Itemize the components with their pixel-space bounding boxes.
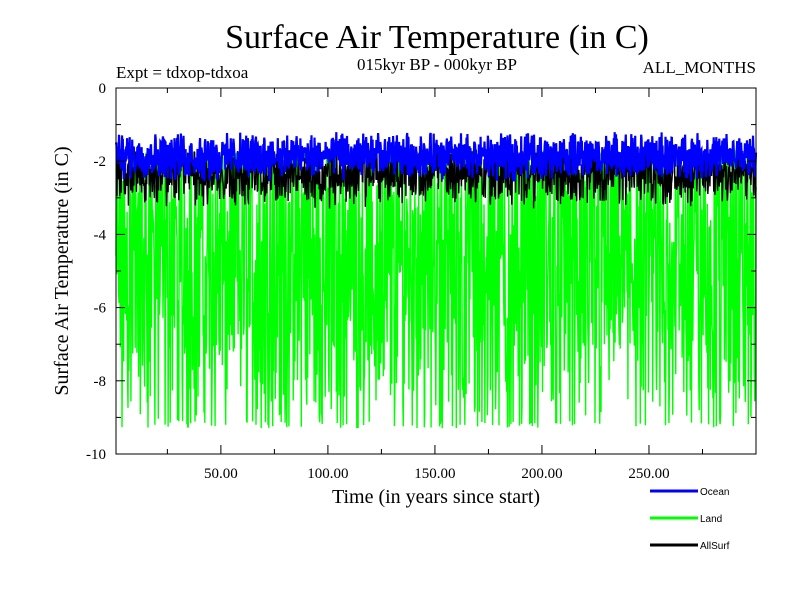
y-tick-label: -6 xyxy=(94,301,107,317)
y-tick-label: 0 xyxy=(99,81,107,97)
legend-label-ocean: Ocean xyxy=(700,487,729,498)
series-line-ocean xyxy=(114,132,758,182)
experiment-label: Expt = tdxop-tdxoa xyxy=(116,63,249,82)
x-axis-label: Time (in years since start) xyxy=(332,486,540,508)
chart-title: Surface Air Temperature (in C) xyxy=(225,19,649,56)
y-axis-label: Surface Air Temperature (in C) xyxy=(51,146,73,395)
y-tick-label: -8 xyxy=(94,374,107,390)
y-tick-label: -4 xyxy=(94,227,107,243)
y-tick-label: -2 xyxy=(94,154,107,170)
x-tick-label: 50.00 xyxy=(204,466,238,482)
y-tick-label: -10 xyxy=(86,447,106,463)
chart-subtitle: 015kyr BP - 000kyr BP xyxy=(357,55,517,74)
plot-area xyxy=(114,132,758,429)
legend-label-land: Land xyxy=(700,514,722,525)
x-tick-label: 250.00 xyxy=(628,466,669,482)
period-label: ALL_MONTHS xyxy=(643,58,756,77)
x-tick-label: 100.00 xyxy=(307,466,348,482)
legend: Ocean Land AllSurf xyxy=(650,487,730,552)
series-line-land xyxy=(115,150,757,429)
y-axis: 0 -2 -4 -6 -8 -10 xyxy=(86,81,756,463)
x-axis: 50.00 100.00 150.00 200.00 250.00 xyxy=(166,88,703,482)
x-tick-label: 150.00 xyxy=(414,466,455,482)
x-tick-label: 200.00 xyxy=(521,466,562,482)
legend-label-allsurf: AllSurf xyxy=(700,541,730,552)
